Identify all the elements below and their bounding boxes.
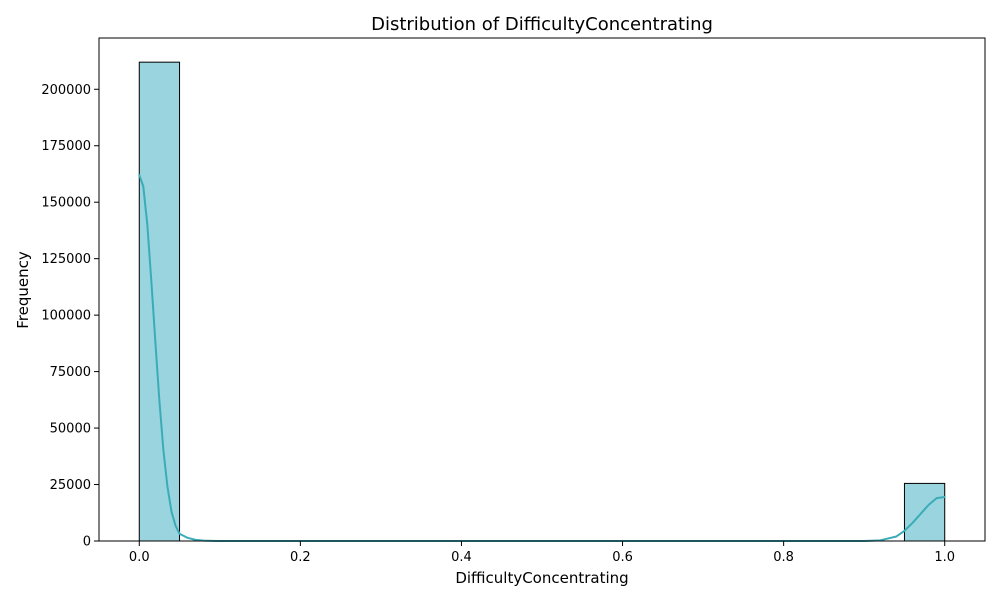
x-tick-label: 0.2 [290, 550, 311, 565]
kde-line [138, 174, 946, 542]
x-axis: 0.0 0.2 0.4 0.6 0.8 1.0 [129, 541, 955, 565]
x-axis-title: DifficultyConcentrating [455, 569, 628, 587]
y-axis-title: Frequency [14, 251, 32, 329]
x-tick-label: 0.8 [773, 550, 794, 565]
bars-layer [138, 61, 946, 542]
x-tick-label: 0.4 [451, 550, 472, 565]
y-tick-label: 200000 [41, 83, 91, 98]
y-tick-label: 125000 [41, 252, 91, 267]
x-tick-label: 0.0 [129, 550, 150, 565]
plot-frame [98, 37, 986, 542]
y-tick-label: 150000 [41, 196, 91, 211]
histogram-bar [903, 482, 946, 542]
histogram-bar [138, 61, 181, 542]
y-tick-label: 0 [83, 535, 91, 550]
y-tick-label: 25000 [50, 478, 91, 493]
chart-title: Distribution of DifficultyConcentrating [371, 14, 713, 35]
x-tick-label: 0.6 [612, 550, 633, 565]
kde-layer [138, 174, 946, 542]
x-tick-label: 1.0 [934, 550, 955, 565]
y-tick-label: 50000 [50, 422, 91, 437]
y-tick-label: 175000 [41, 139, 91, 154]
y-axis: 0 25000 50000 75000 100000 125000 150000 175000… [41, 83, 99, 550]
y-tick-label: 100000 [41, 309, 91, 324]
y-tick-label: 75000 [50, 365, 91, 380]
